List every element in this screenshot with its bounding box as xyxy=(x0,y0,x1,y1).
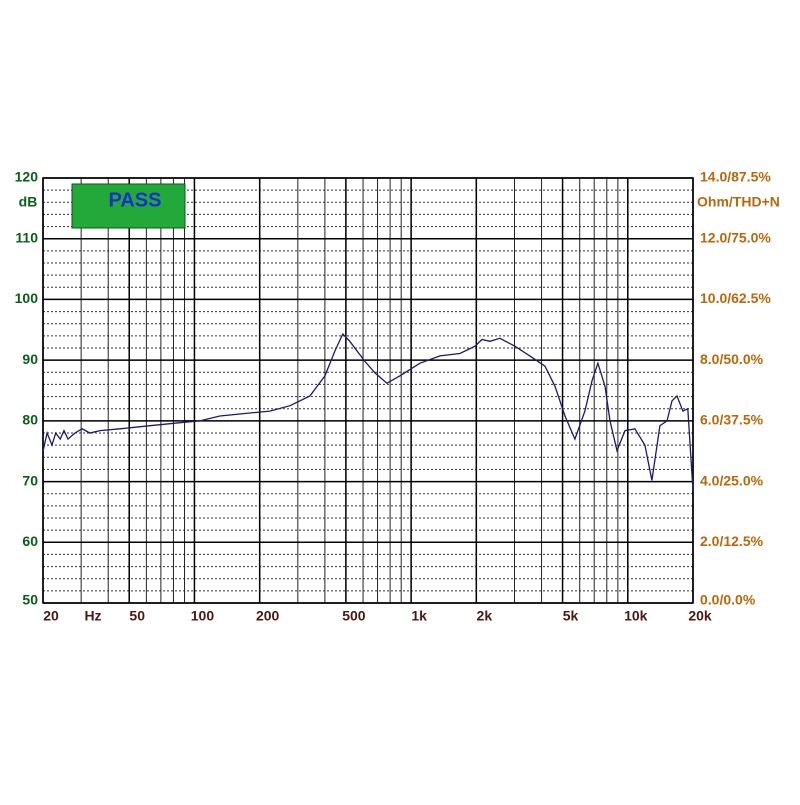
plot-area xyxy=(42,177,694,604)
x-tick-label: 1k xyxy=(411,608,427,624)
y-tick-label: 50 xyxy=(22,592,38,608)
badge-text: PASS xyxy=(109,189,162,211)
y2-tick-label: 12.0/75.0% xyxy=(700,229,771,245)
y2-tick-label: 2.0/12.5% xyxy=(700,533,764,549)
y2-tick-label: 14.0/87.5% xyxy=(700,169,771,185)
y-tick-label: 70 xyxy=(22,472,38,488)
pass-badge xyxy=(71,183,186,229)
x-tick-label: 20 xyxy=(43,608,59,624)
response-curve xyxy=(42,332,694,491)
x-tick-label: 20k xyxy=(688,608,712,624)
y2-tick-label: 6.0/37.5% xyxy=(700,412,764,428)
grid xyxy=(42,177,694,604)
y-unit: dB xyxy=(19,194,38,210)
y-tick-label: 90 xyxy=(22,351,38,367)
x-tick-label: 10k xyxy=(624,608,648,624)
x-tick-label: 5k xyxy=(563,608,579,624)
y-tick-label: 120 xyxy=(15,169,39,185)
x-tick-label: 200 xyxy=(256,608,280,624)
y2-tick-label: 4.0/25.0% xyxy=(700,472,764,488)
x-tick-label: 50 xyxy=(129,608,145,624)
x-tick-label: 2k xyxy=(477,608,493,624)
y-tick-label: 80 xyxy=(22,412,38,428)
x-tick-label: 100 xyxy=(191,608,215,624)
y-tick-label: 60 xyxy=(22,533,38,549)
y2-tick-label: 8.0/50.0% xyxy=(700,351,764,367)
x-tick-label: 500 xyxy=(342,608,366,624)
y2-axis-label: Ohm/THD+N xyxy=(697,194,780,210)
y2-tick-label: 10.0/62.5% xyxy=(700,290,771,306)
y-tick-label: 100 xyxy=(15,290,39,306)
y-tick-label: 110 xyxy=(15,229,38,245)
x-unit: Hz xyxy=(84,608,101,624)
y2-tick-label: 0.0/0.0% xyxy=(700,592,756,608)
